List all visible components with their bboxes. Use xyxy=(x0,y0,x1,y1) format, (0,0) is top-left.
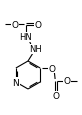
Text: O: O xyxy=(49,64,56,73)
Text: N: N xyxy=(12,78,19,87)
Text: NH: NH xyxy=(30,45,42,54)
Text: O: O xyxy=(35,20,41,29)
Text: O: O xyxy=(53,92,60,101)
Text: O: O xyxy=(64,77,71,86)
Text: O: O xyxy=(11,20,19,29)
Text: HN: HN xyxy=(20,33,32,42)
